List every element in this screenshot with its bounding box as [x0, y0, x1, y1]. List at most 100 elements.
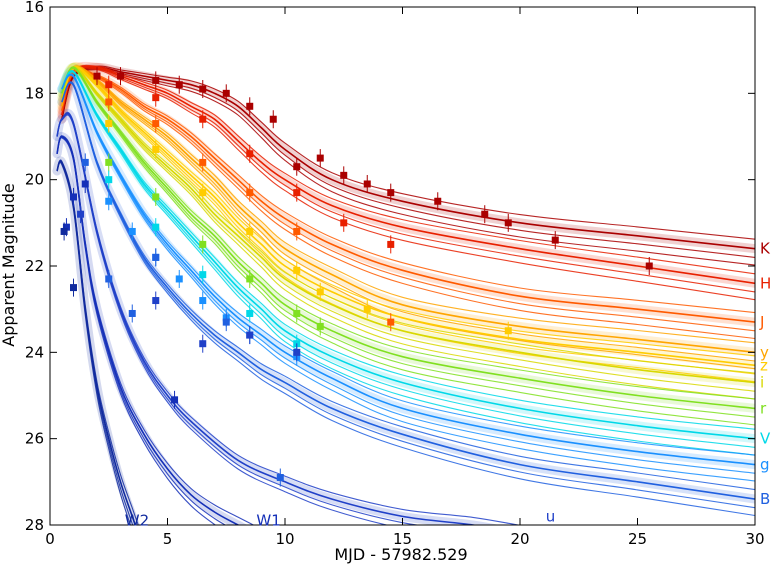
point-j	[387, 318, 395, 326]
point-h	[152, 94, 160, 102]
point-k	[269, 115, 277, 123]
point-b	[222, 318, 230, 326]
point-k	[434, 197, 442, 205]
point-z	[105, 120, 113, 128]
point-j	[199, 158, 207, 166]
model-lines	[56, 64, 755, 525]
series-j-alt-line	[61, 68, 755, 314]
series-j-alt-line	[61, 70, 755, 340]
x-tick-label: 5	[163, 530, 173, 548]
series-j-alt-line	[61, 69, 755, 332]
series-g-alt-line	[61, 74, 755, 482]
point-z	[293, 266, 301, 274]
point-g	[199, 297, 207, 305]
series-w2-alt-line	[56, 162, 131, 525]
point-z	[246, 227, 254, 235]
series-i-alt-line	[61, 66, 755, 374]
series-label-b: B	[760, 490, 770, 508]
point-k	[152, 76, 160, 84]
point-b	[105, 275, 113, 283]
point-k	[645, 262, 653, 270]
series-k-line	[61, 66, 755, 250]
series-r-alt-line	[61, 67, 755, 426]
y-tick-label: 16	[25, 0, 44, 16]
point-r	[152, 193, 160, 201]
point-r	[199, 240, 207, 248]
point-r	[316, 322, 324, 330]
series-label-r: r	[760, 399, 767, 417]
series-g-alt-line	[61, 73, 755, 456]
series-label-g: g	[760, 456, 770, 474]
x-tick-label: 10	[275, 530, 294, 548]
y-tick-label: 28	[25, 516, 44, 534]
point-k	[93, 72, 101, 80]
point-b	[81, 158, 89, 166]
point-j	[105, 98, 113, 106]
point-w1	[171, 396, 179, 404]
series-r-alt-line	[61, 66, 755, 400]
series-label-y: y	[760, 343, 769, 361]
point-k	[363, 180, 371, 188]
point-b	[276, 474, 284, 482]
point-h	[293, 189, 301, 197]
series-z-alt-line	[61, 67, 755, 383]
series-k-alt-line	[61, 65, 755, 240]
point-z	[363, 305, 371, 313]
point-h	[246, 150, 254, 158]
y-tick-label: 20	[25, 171, 44, 189]
band-w2-uncertainty	[52, 156, 140, 525]
point-w2	[70, 284, 77, 292]
point-z	[316, 288, 324, 296]
point-w1	[70, 193, 77, 201]
series-label-k: K	[760, 240, 771, 258]
series-w2-line	[56, 160, 137, 525]
series-r-line	[61, 66, 755, 410]
point-k	[481, 210, 489, 218]
point-w1	[62, 223, 70, 231]
point-k	[316, 154, 324, 162]
point-u	[246, 331, 254, 339]
series-i-alt-line	[61, 67, 755, 392]
series-h-alt-line	[61, 67, 755, 301]
series-y-alt-line	[61, 65, 755, 344]
point-w1	[81, 180, 89, 188]
point-k	[551, 236, 559, 244]
series-label-u: u	[546, 507, 556, 525]
point-k	[387, 189, 395, 197]
series-h-line	[61, 65, 755, 285]
x-tick-label: 30	[745, 530, 764, 548]
series-v-line	[61, 70, 755, 440]
x-tick-label: 15	[393, 530, 412, 548]
point-z	[199, 189, 207, 197]
series-h-alt-line	[61, 66, 755, 293]
series-label-w2: W2	[125, 512, 149, 530]
point-h	[199, 115, 207, 123]
point-u	[152, 297, 160, 305]
point-u	[77, 210, 85, 218]
point-j	[293, 227, 301, 235]
point-u	[293, 348, 301, 356]
series-label-j: J	[759, 313, 764, 331]
y-tick-label: 24	[25, 343, 44, 361]
series-i-line	[61, 66, 755, 384]
point-k	[199, 85, 207, 93]
series-b-line	[61, 81, 755, 500]
series-v-alt-line	[61, 71, 755, 448]
point-k	[246, 102, 254, 110]
point-h	[387, 240, 395, 248]
uncertainty-bands	[52, 61, 755, 525]
point-g	[128, 227, 136, 235]
point-r	[105, 158, 113, 166]
point-g	[105, 197, 113, 205]
series-z-alt-line	[61, 65, 755, 357]
series-v-alt-line	[61, 71, 755, 456]
point-g	[175, 275, 183, 283]
series-r-alt-line	[61, 67, 755, 418]
point-k	[504, 219, 512, 227]
y-tick-label: 22	[25, 257, 44, 275]
series-y-alt-line	[61, 67, 755, 370]
series-label-z: z	[760, 356, 768, 374]
